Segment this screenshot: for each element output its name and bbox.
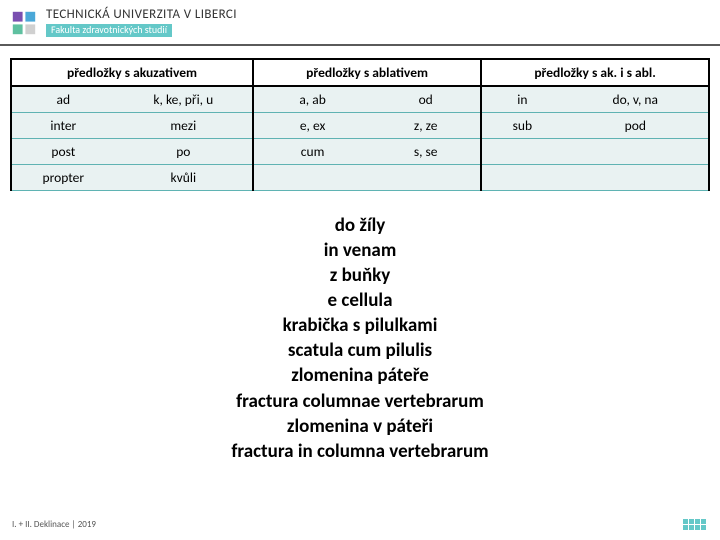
table-header-row: předložky s akuzativem předložky s ablat… bbox=[11, 59, 709, 86]
cell bbox=[563, 165, 709, 191]
cell: s, se bbox=[371, 139, 481, 165]
table-row: ad k, ke, při, u a, ab od in do, v, na bbox=[11, 86, 709, 113]
example-line: e cellula bbox=[0, 288, 720, 313]
cell: e, ex bbox=[253, 113, 371, 139]
faculty-name: Fakulta zdravotnických studií bbox=[46, 24, 172, 37]
cell: ad bbox=[11, 86, 115, 113]
cell: post bbox=[11, 139, 115, 165]
cell: propter bbox=[11, 165, 115, 191]
col-header-ablativ: předložky s ablativem bbox=[253, 59, 481, 86]
cell: od bbox=[371, 86, 481, 113]
example-line: fractura columnae vertebrarum bbox=[0, 389, 720, 414]
cell: po bbox=[115, 139, 253, 165]
table-row: inter mezi e, ex z, ze sub pod bbox=[11, 113, 709, 139]
table-row: post po cum s, se bbox=[11, 139, 709, 165]
cell: cum bbox=[253, 139, 371, 165]
page-header: TECHNICKÁ UNIVERZITA V LIBERCI Fakulta z… bbox=[0, 0, 720, 44]
university-text: TECHNICKÁ UNIVERZITA V LIBERCI Fakulta z… bbox=[46, 8, 237, 38]
example-line: fractura in columna vertebrarum bbox=[0, 439, 720, 464]
example-line: z buňky bbox=[0, 263, 720, 288]
university-name: TECHNICKÁ UNIVERZITA V LIBERCI bbox=[46, 8, 237, 22]
footer-squares-icon bbox=[683, 519, 706, 530]
cell: a, ab bbox=[253, 86, 371, 113]
example-line: zlomenina páteře bbox=[0, 363, 720, 388]
table-body: ad k, ke, při, u a, ab od in do, v, na i… bbox=[11, 86, 709, 191]
cell: pod bbox=[563, 113, 709, 139]
cell: z, ze bbox=[371, 113, 481, 139]
cell bbox=[371, 165, 481, 191]
example-line: do žíly bbox=[0, 213, 720, 238]
cell: k, ke, při, u bbox=[115, 86, 253, 113]
cell: inter bbox=[11, 113, 115, 139]
example-line: krabička s pilulkami bbox=[0, 313, 720, 338]
cell bbox=[253, 165, 371, 191]
example-line: scatula cum pilulis bbox=[0, 338, 720, 363]
col-header-both: předložky s ak. i s abl. bbox=[481, 59, 709, 86]
header-divider bbox=[0, 44, 720, 46]
university-logo-icon bbox=[10, 9, 38, 37]
cell: mezi bbox=[115, 113, 253, 139]
table-row: propter kvůli bbox=[11, 165, 709, 191]
cell: kvůli bbox=[115, 165, 253, 191]
footer-text: I. + II. Deklinace | 2019 bbox=[12, 519, 96, 530]
examples-list: do žíly in venam z buňky e cellula krabi… bbox=[0, 213, 720, 464]
col-header-akuzativ: předložky s akuzativem bbox=[11, 59, 253, 86]
cell: in bbox=[481, 86, 562, 113]
example-line: zlomenina v páteři bbox=[0, 414, 720, 439]
cell bbox=[481, 139, 562, 165]
prepositions-table: předložky s akuzativem předložky s ablat… bbox=[10, 58, 710, 191]
cell bbox=[481, 165, 562, 191]
cell bbox=[563, 139, 709, 165]
example-line: in venam bbox=[0, 238, 720, 263]
cell: sub bbox=[481, 113, 562, 139]
cell: do, v, na bbox=[563, 86, 709, 113]
